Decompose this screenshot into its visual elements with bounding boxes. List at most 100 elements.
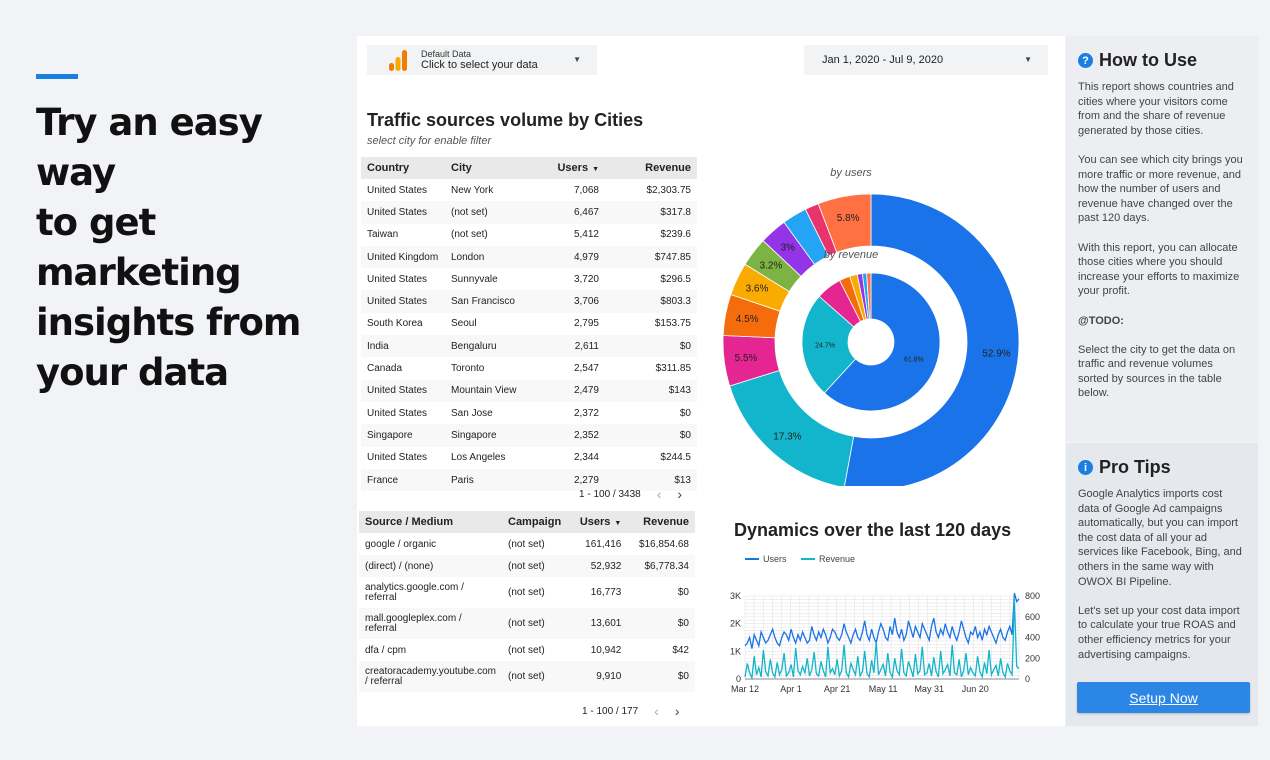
column-header-revenue[interactable]: Revenue (605, 157, 697, 179)
cell-source-medium: analytics.google.com / referral (365, 581, 464, 603)
cell-users: 16,773 (590, 586, 622, 598)
column-header-users[interactable]: Users ▼ (568, 511, 628, 533)
cell-revenue: $0 (627, 608, 695, 639)
table-row[interactable]: France Paris 2,279 $13 (361, 468, 697, 492)
inner-slice-label: 61.8% (904, 357, 924, 364)
y-right-tick: 600 (1025, 612, 1040, 622)
table-row[interactable]: United States San Francisco 3,706 $803.3 (361, 290, 697, 313)
cell-country: South Korea (367, 318, 423, 330)
cell-revenue: $317.8 (605, 201, 697, 224)
cell-revenue: $747.85 (605, 245, 697, 269)
data-source-label: Default Data (421, 49, 472, 59)
pager-range: 1 - 100 / 3438 (579, 488, 641, 500)
column-header-city[interactable]: City (445, 157, 533, 179)
how-to-use-panel: ? How to Use This report shows countries … (1066, 36, 1258, 442)
cell-users: 10,942 (590, 644, 622, 656)
column-header-users[interactable]: Users ▼ (533, 157, 605, 179)
inner-slice[interactable] (823, 272, 941, 412)
cell-campaign: (not set) (502, 661, 569, 692)
chevron-right-icon[interactable]: › (674, 703, 680, 719)
cell-city: Mountain View (445, 379, 533, 402)
outer-slice-label: 3% (780, 242, 795, 253)
cell-city: Seoul (451, 318, 477, 330)
column-header-source-medium[interactable]: Source / Medium (359, 511, 502, 533)
outer-slice-label: 5.5% (735, 353, 758, 364)
x-tick: Apr 21 (824, 684, 851, 694)
table-row[interactable]: United States Sunnyvale 3,720 $296.5 (361, 268, 697, 290)
outer-slice-label: 4.5% (736, 314, 759, 325)
cell-users: 161,416 (585, 538, 622, 550)
panel-text: Select the city to get the data on traff… (1078, 343, 1236, 400)
inner-slice[interactable] (801, 295, 857, 394)
column-header-campaign[interactable]: Campaign (502, 511, 569, 533)
y-left-tick: 3K (730, 591, 741, 601)
table-row[interactable]: United States (not set) 6,467 $317.8 (361, 201, 697, 224)
data-source-selector[interactable]: Default Data Click to select your data ▼ (367, 45, 597, 75)
cell-users: 2,611 (533, 335, 605, 358)
table-row[interactable]: creatoracademy.youtube.com / referral (no… (359, 661, 695, 692)
panel-title: Pro Tips (1099, 457, 1171, 477)
table-row[interactable]: United Kingdom London 4,979 $747.85 (361, 245, 697, 269)
table-row[interactable]: google / organic (not set) 161,416 $16,854.… (359, 533, 695, 555)
table-row[interactable]: India Bengaluru 2,611 $0 (361, 335, 697, 358)
y-left-tick: 1K (730, 646, 741, 656)
legend-label: Users (763, 554, 787, 564)
cell-users: 2,795 (573, 318, 599, 330)
outer-slice-label: 17.3% (773, 431, 801, 442)
y-left-tick: 0 (736, 674, 741, 684)
hero-line: insights from (36, 301, 301, 344)
cell-revenue: $803.3 (605, 290, 697, 313)
outer-slice-label: 52.9% (982, 348, 1010, 359)
cell-city: Sunnyvale (451, 273, 498, 285)
table-row[interactable]: Taiwan (not set) 5,412 $239.6 (361, 224, 697, 246)
pager-range: 1 - 100 / 177 (582, 705, 639, 717)
inner-slice-label: 24.7% (815, 342, 835, 349)
section-title: Traffic sources volume by Cities (367, 110, 644, 130)
cell-city: Toronto (451, 363, 485, 375)
cell-users: 52,932 (568, 555, 628, 577)
donut-chart-svg: 52.9% 17.3% 5.5% 4.5% 3.6% 3.2% 3% 5.8% 61.8% 24.… (722, 167, 1020, 491)
table-row[interactable]: United States Los Angeles 2,344 $244.5 (361, 447, 697, 469)
cell-country: United Kingdom (361, 245, 445, 269)
cell-users: 3,720 (573, 273, 599, 285)
outer-slice[interactable] (817, 193, 872, 253)
x-tick: Jun 20 (962, 684, 989, 694)
inner-slice[interactable] (866, 272, 872, 320)
table-row[interactable]: Singapore Singapore 2,352 $0 (361, 424, 697, 447)
y-right-tick: 800 (1025, 591, 1040, 601)
hero-line: your data (36, 351, 229, 394)
chevron-right-icon[interactable]: › (677, 486, 683, 502)
column-header-revenue[interactable]: Revenue (627, 511, 695, 533)
table-row[interactable]: dfa / cpm (not set) 10,942 $42 (359, 639, 695, 661)
table-row[interactable]: United States New York 7,068 $2,303.75 (361, 179, 697, 201)
table-row[interactable]: South Korea Seoul 2,795 $153.75 (361, 313, 697, 335)
cell-source-medium: creatoracademy.youtube.com / referral (359, 661, 502, 692)
table-row[interactable]: United States Mountain View 2,479 $143 (361, 379, 697, 402)
chevron-left-icon[interactable]: ‹ (656, 486, 662, 502)
sources-table: Source / Medium Campaign Users ▼ Revenue … (359, 511, 695, 692)
cell-country: United States (367, 184, 428, 196)
cell-users: 2,352 (533, 424, 605, 447)
table-row[interactable]: United States San Jose 2,372 $0 (361, 402, 697, 424)
cell-city: Los Angeles (451, 452, 506, 464)
date-range-selector[interactable]: Jan 1, 2020 - Jul 9, 2020 ▼ (804, 45, 1048, 75)
table-row[interactable]: analytics.google.com / referral (not set)… (359, 577, 695, 608)
panel-text: Google Analytics imports cost data of Go… (1078, 488, 1242, 588)
cell-city: (not set) (451, 229, 488, 241)
cell-source-medium: mall.googleplex.com / referral (359, 608, 502, 639)
date-range-value: Jan 1, 2020 - Jul 9, 2020 (822, 54, 944, 66)
sources-pager: 1 - 100 / 177 ‹ › (582, 703, 680, 719)
panel-text: You can see which city brings you more t… (1078, 153, 1243, 225)
column-header-country[interactable]: Country (361, 157, 445, 179)
chevron-left-icon[interactable]: ‹ (654, 703, 659, 719)
panel-text: This report shows countries and cities w… (1078, 81, 1234, 137)
table-row[interactable]: Canada Toronto 2,547 $311.85 (361, 357, 697, 379)
setup-now-button[interactable]: Setup Now (1077, 682, 1250, 713)
series-line-users (744, 593, 1020, 649)
donut-chart: 52.9% 17.3% 5.5% 4.5% 3.6% 3.2% 3% 5.8% 61.8% 24.… (722, 162, 1033, 491)
table-row[interactable]: mall.googleplex.com / referral (not set) 1… (359, 608, 695, 639)
cell-country: United States (361, 290, 445, 313)
outer-slice-label: 3.6% (746, 283, 769, 294)
table-row[interactable]: (direct) / (none) (not set) 52,932 $6,778.3… (359, 555, 695, 577)
cell-source-medium: (direct) / (none) (359, 555, 502, 577)
